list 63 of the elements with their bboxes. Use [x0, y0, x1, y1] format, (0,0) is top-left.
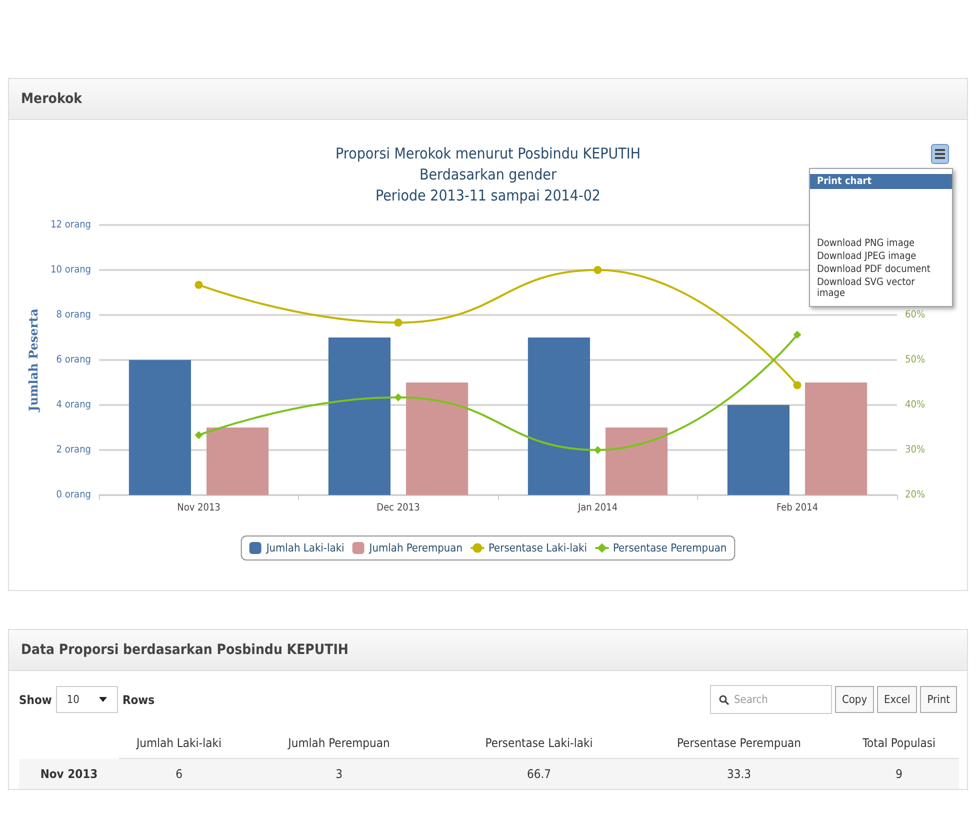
point — [594, 266, 602, 274]
y-tick-label: 6 orang — [56, 354, 91, 366]
chart-title: Proporsi Merokok menurut Posbindu KEPUTIH Berdasarkan gender Periode 2013-11 sampai 2014-02 — [336, 144, 640, 204]
text: Data Proporsi berdasarkan Posbindu KEPUTIH — [9, 630, 967, 671]
text: 66.7 — [439, 759, 639, 789]
text: Jumlah Perempuan — [239, 728, 439, 759]
text: Search — [710, 685, 832, 714]
text: 33.3 — [639, 759, 839, 789]
legend-label: Jumlah Perempuan — [368, 542, 462, 554]
annotation: Download SVG vector image — [816, 276, 916, 300]
y-tick-label: 8 orang — [56, 310, 91, 320]
text: Show — [19, 692, 52, 706]
bar — [805, 382, 868, 495]
point — [194, 280, 203, 289]
bar — [606, 428, 668, 495]
y2-tick-label: 30% — [905, 444, 926, 456]
text: Print — [920, 686, 957, 713]
y-tick-label: 4 orang — [56, 400, 91, 410]
bar — [328, 338, 390, 495]
y-axis-title: Jumlah Peserta — [26, 308, 41, 412]
point — [394, 393, 402, 402]
x-tick-label: Nov 2013 — [177, 502, 220, 514]
text: 9 — [839, 759, 959, 789]
annotation: Download PDF document — [816, 263, 932, 276]
legend-label: Persentase Perempuan — [612, 542, 727, 554]
text: 6 — [119, 759, 239, 789]
y2-tick-label: 20% — [905, 490, 926, 500]
bar — [128, 360, 191, 495]
text: 3 — [239, 759, 439, 789]
y-tick-label: 12 orang — [50, 220, 91, 230]
text: Excel — [877, 686, 918, 713]
bar — [727, 405, 790, 495]
y2-tick-label: 60% — [905, 310, 926, 320]
text: Copy — [834, 686, 874, 713]
text: Persentase Perempuan — [639, 728, 839, 759]
text: Persentase Laki-laki — [439, 728, 639, 759]
point — [394, 318, 402, 327]
text: Jumlah Laki-laki — [119, 728, 239, 759]
y-tick-label: 2 orang — [56, 444, 91, 456]
point — [194, 431, 203, 440]
y-tick-label: 0 orang — [56, 490, 91, 500]
y-tick-label: 10 orang — [50, 264, 91, 276]
point — [594, 446, 602, 454]
legend-label: Jumlah Laki-laki — [265, 542, 344, 554]
text: Total Populasi — [839, 728, 959, 759]
text: Rows — [122, 692, 155, 706]
text: 10 — [56, 686, 118, 713]
x-tick-label: Jan 2014 — [576, 502, 618, 514]
x-tick-label: Feb 2014 — [776, 502, 818, 514]
bar — [206, 428, 269, 495]
annotation: Download PNG image — [816, 237, 916, 250]
bar — [406, 382, 468, 495]
x-tick-label: Dec 2013 — [376, 502, 420, 514]
point — [793, 381, 802, 390]
bar — [528, 338, 590, 495]
text: Print chart — [810, 174, 952, 189]
text: Merokok — [9, 79, 967, 120]
point — [793, 330, 802, 339]
y2-tick-label: 50% — [905, 354, 926, 366]
annotation: Download JPEG image — [816, 250, 918, 263]
text: Nov 2013 — [19, 759, 119, 789]
legend-label: Persentase Laki-laki — [488, 542, 587, 554]
y2-tick-label: 40% — [905, 400, 926, 410]
